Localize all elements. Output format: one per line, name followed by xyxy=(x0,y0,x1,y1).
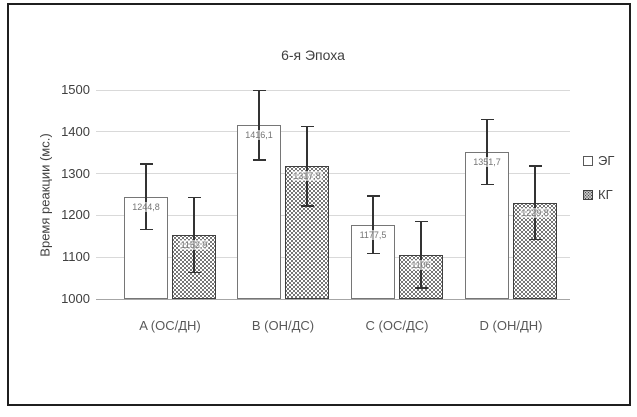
error-bar-line xyxy=(420,221,422,289)
legend-item-eg: ЭГ xyxy=(583,154,614,167)
legend-label-kg: КГ xyxy=(598,187,613,202)
category-label-1: B (ОН/ДС) xyxy=(251,318,315,333)
data-label-kg-0: 1152,9 xyxy=(179,240,209,251)
y-tick-label-1500: 1500 xyxy=(61,82,90,97)
error-bar-line xyxy=(372,195,374,254)
category-label-0: A (ОС/ДН) xyxy=(139,318,201,333)
error-bar-cap-top xyxy=(300,125,314,128)
error-bar-line xyxy=(306,126,308,206)
error-bar-cap-bottom xyxy=(366,252,380,255)
data-label-eg-3: 1351,7 xyxy=(472,156,502,167)
error-bar-line xyxy=(486,119,488,185)
gridline-1500 xyxy=(96,89,570,91)
y-axis-title: Время реакции (мс.) xyxy=(37,133,53,257)
error-bar-line xyxy=(193,197,195,273)
error-bar-cap-top xyxy=(366,195,380,197)
error-bar-cap-top xyxy=(252,89,266,92)
data-label-kg-3: 1229,8 xyxy=(520,207,550,218)
legend: ЭГ КГ xyxy=(583,154,614,222)
chart-title: 6-я Эпоха xyxy=(281,47,345,63)
error-bar-line xyxy=(534,166,536,240)
category-label-2: C (ОС/ДС) xyxy=(365,318,429,333)
error-bar-cap-top xyxy=(187,196,201,199)
gridline-1100 xyxy=(96,256,570,258)
gridline-1000 xyxy=(96,298,570,300)
error-bar-cap-top xyxy=(139,163,153,165)
bar-eg-1 xyxy=(237,125,281,299)
error-bar-cap-top xyxy=(480,118,494,121)
legend-swatch-eg-icon xyxy=(583,155,593,166)
error-bar-cap-bottom xyxy=(480,183,494,186)
error-bar-cap-bottom xyxy=(414,287,428,289)
data-label-eg-0: 1244,8 xyxy=(131,201,161,212)
y-tick-label-1300: 1300 xyxy=(61,165,90,181)
gridline-1400 xyxy=(96,131,570,133)
legend-swatch-kg-icon xyxy=(583,189,593,200)
error-bar-cap-bottom xyxy=(187,271,201,274)
bar-eg-3 xyxy=(465,151,509,299)
bar-kg-3 xyxy=(513,202,557,299)
data-label-kg-2: 1106 xyxy=(410,259,432,270)
data-label-eg-2: 1177,5 xyxy=(358,229,388,240)
error-bar-cap-bottom xyxy=(139,228,153,231)
gridline-1200 xyxy=(96,214,570,216)
category-label-3: D (ОН/ДН) xyxy=(479,318,543,333)
error-bar-line xyxy=(258,90,260,160)
y-tick-label-1400: 1400 xyxy=(61,123,90,139)
gridline-1300 xyxy=(96,173,570,175)
y-tick-label-1200: 1200 xyxy=(61,207,90,223)
y-tick-label-1000: 1000 xyxy=(61,291,90,306)
error-bar-cap-bottom xyxy=(300,205,314,207)
error-bar-line xyxy=(145,164,147,230)
data-label-kg-1: 1317,8 xyxy=(292,171,322,182)
error-bar-cap-bottom xyxy=(528,238,542,241)
error-bar-cap-top xyxy=(528,165,542,167)
y-tick-label-1100: 1100 xyxy=(62,249,90,265)
legend-item-kg: КГ xyxy=(583,188,614,201)
error-bar-cap-bottom xyxy=(252,159,266,161)
data-label-eg-1: 1416,1 xyxy=(244,130,274,141)
error-bar-cap-top xyxy=(414,220,428,222)
legend-label-eg: ЭГ xyxy=(598,153,615,168)
